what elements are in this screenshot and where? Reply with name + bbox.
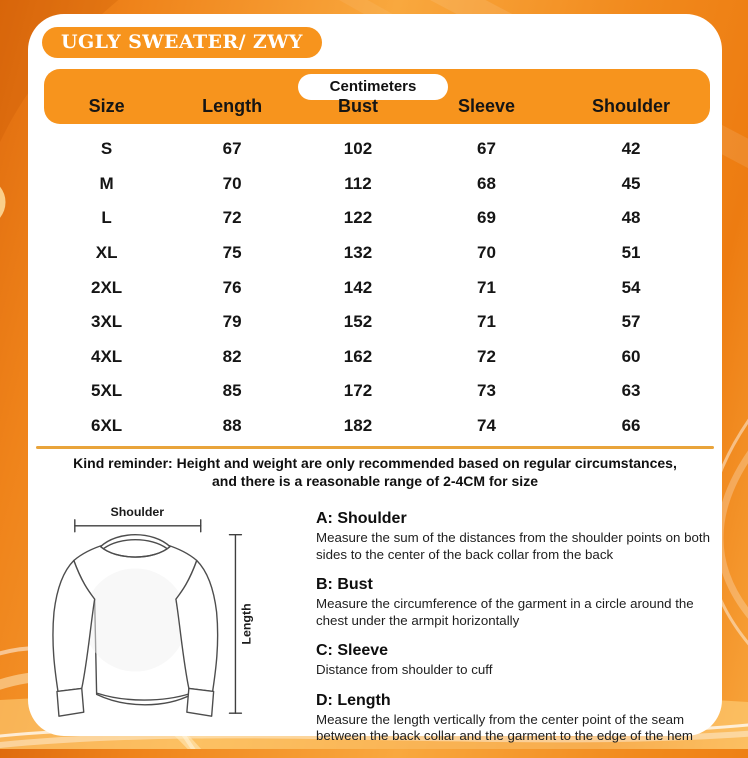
bust-cell: 132: [343, 243, 373, 263]
measurement-description: Distance from shoulder to cuff: [316, 662, 493, 677]
size-cell: 3XL: [91, 312, 123, 332]
length-cell: 75: [222, 243, 242, 263]
table-row: 3XL 79 152 71 57: [44, 305, 710, 340]
size-cell: XL: [95, 243, 118, 263]
length-dimension-line: [228, 534, 243, 714]
table-row: M 70 112 68 45: [44, 167, 710, 202]
sleeve-cell: 68: [477, 173, 496, 193]
shoulder-cell: 45: [621, 173, 641, 193]
shoulder-cell: 57: [621, 312, 641, 332]
column-header-row: Size Length Bust Sleeve Shoulder: [44, 96, 710, 117]
length-cell: 67: [222, 139, 242, 159]
length-cell: 70: [222, 173, 242, 193]
measurement-section-bust: B: Bust Measure the circumference of the…: [316, 576, 720, 629]
length-cell: 85: [222, 381, 242, 401]
section-divider: [36, 446, 714, 449]
size-table-header: Centimeters Size Length Bust Sleeve Shou…: [44, 69, 710, 124]
bust-cell: 122: [343, 208, 373, 228]
sleeve-cell: 71: [477, 312, 496, 332]
measurement-title: C: Sleeve: [316, 642, 389, 659]
table-row: S 67 102 67 42: [44, 132, 710, 167]
shoulder-cell: 60: [621, 346, 641, 366]
length-cell: 72: [222, 208, 242, 228]
kind-reminder-line1: Kind reminder: Height and weight are onl…: [73, 455, 677, 471]
table-row: 6XL 88 182 74 66: [44, 409, 710, 444]
kind-reminder-line2: and there is a reasonable range of 2-4CM…: [212, 472, 538, 489]
size-chart-card: UGLY SWEATER/ ZWY Centimeters Size Lengt…: [28, 14, 722, 743]
measurement-description: Measure the circumference of the garment…: [316, 596, 694, 628]
shoulder-cell: 54: [621, 277, 641, 297]
sleeve-cell: 74: [477, 416, 496, 436]
measurement-title: D: Length: [316, 691, 391, 709]
shoulder-dimension-label: Shoulder: [110, 505, 164, 519]
sleeve-cell: 69: [477, 208, 496, 228]
shoulder-cell: 66: [621, 416, 641, 436]
measurement-section-sleeve: C: Sleeve Distance from shoulder to cuff: [316, 642, 720, 679]
sleeve-cell: 71: [477, 277, 496, 297]
measurement-descriptions: A: Shoulder Measure the sum of the dista…: [316, 510, 720, 758]
measurement-section-length: D: Length Measure the length vertically …: [316, 692, 720, 745]
table-row: 5XL 85 172 73 63: [44, 374, 710, 409]
shoulder-dimension-line: [74, 519, 202, 533]
column-header-size: Size: [88, 96, 125, 116]
size-cell: 6XL: [91, 416, 123, 436]
measurement-section-shoulder: A: Shoulder Measure the sum of the dista…: [316, 510, 720, 563]
kind-reminder: Kind reminder: Height and weight are onl…: [28, 455, 722, 490]
column-header-sleeve: Sleeve: [457, 96, 516, 116]
size-cell: S: [100, 139, 113, 159]
bust-cell: 112: [344, 173, 372, 193]
table-row: XL 75 132 70 51: [44, 236, 710, 271]
product-title-pill: UGLY SWEATER/ ZWY: [42, 27, 322, 58]
table-row: 2XL 76 142 71 54: [44, 270, 710, 305]
size-cell: M: [99, 173, 114, 193]
measurement-description: Measure the sum of the distances from th…: [316, 530, 710, 562]
bust-cell: 172: [343, 381, 373, 401]
bust-cell: 152: [343, 312, 373, 332]
product-title: UGLY SWEATER/ ZWY: [61, 31, 303, 53]
sweater-outline-drawing: [52, 534, 219, 717]
measurement-title: A: Shoulder: [316, 510, 407, 527]
shoulder-cell: 51: [621, 243, 641, 263]
bust-cell: 102: [343, 139, 373, 159]
length-cell: 79: [222, 312, 242, 332]
shoulder-cell: 42: [621, 139, 641, 159]
size-cell: 2XL: [91, 277, 123, 297]
sleeve-cell: 70: [477, 243, 496, 263]
size-cell: 4XL: [91, 346, 123, 366]
bust-cell: 162: [343, 346, 373, 366]
bust-cell: 182: [343, 416, 373, 436]
sweater-measurement-diagram: Shoulder Length: [52, 505, 253, 717]
bust-cell: 142: [343, 277, 373, 297]
table-row: L 72 122 69 48: [44, 201, 710, 236]
length-cell: 82: [222, 346, 242, 366]
sleeve-cell: 73: [477, 381, 496, 401]
length-cell: 88: [222, 416, 242, 436]
length-cell: 76: [222, 277, 242, 297]
column-header-length: Length: [202, 96, 263, 116]
size-cell: 5XL: [91, 381, 123, 401]
unit-badge: Centimeters: [298, 74, 448, 100]
shoulder-cell: 48: [621, 208, 641, 228]
sleeve-cell: 72: [477, 346, 496, 366]
measurement-title: B: Bust: [316, 576, 373, 593]
measurement-description: Measure the length vertically from the c…: [316, 711, 693, 744]
column-header-shoulder: Shoulder: [592, 96, 671, 116]
length-dimension-label: Length: [239, 603, 253, 644]
sleeve-cell: 67: [477, 139, 496, 159]
table-row: 4XL 82 162 72 60: [44, 340, 710, 375]
column-header-bust: Bust: [337, 96, 378, 116]
size-cell: L: [101, 208, 112, 228]
table-body: S 67 102 67 42 M 70 112 68 45 L 72 122 6…: [44, 124, 710, 443]
shoulder-cell: 63: [621, 381, 641, 401]
